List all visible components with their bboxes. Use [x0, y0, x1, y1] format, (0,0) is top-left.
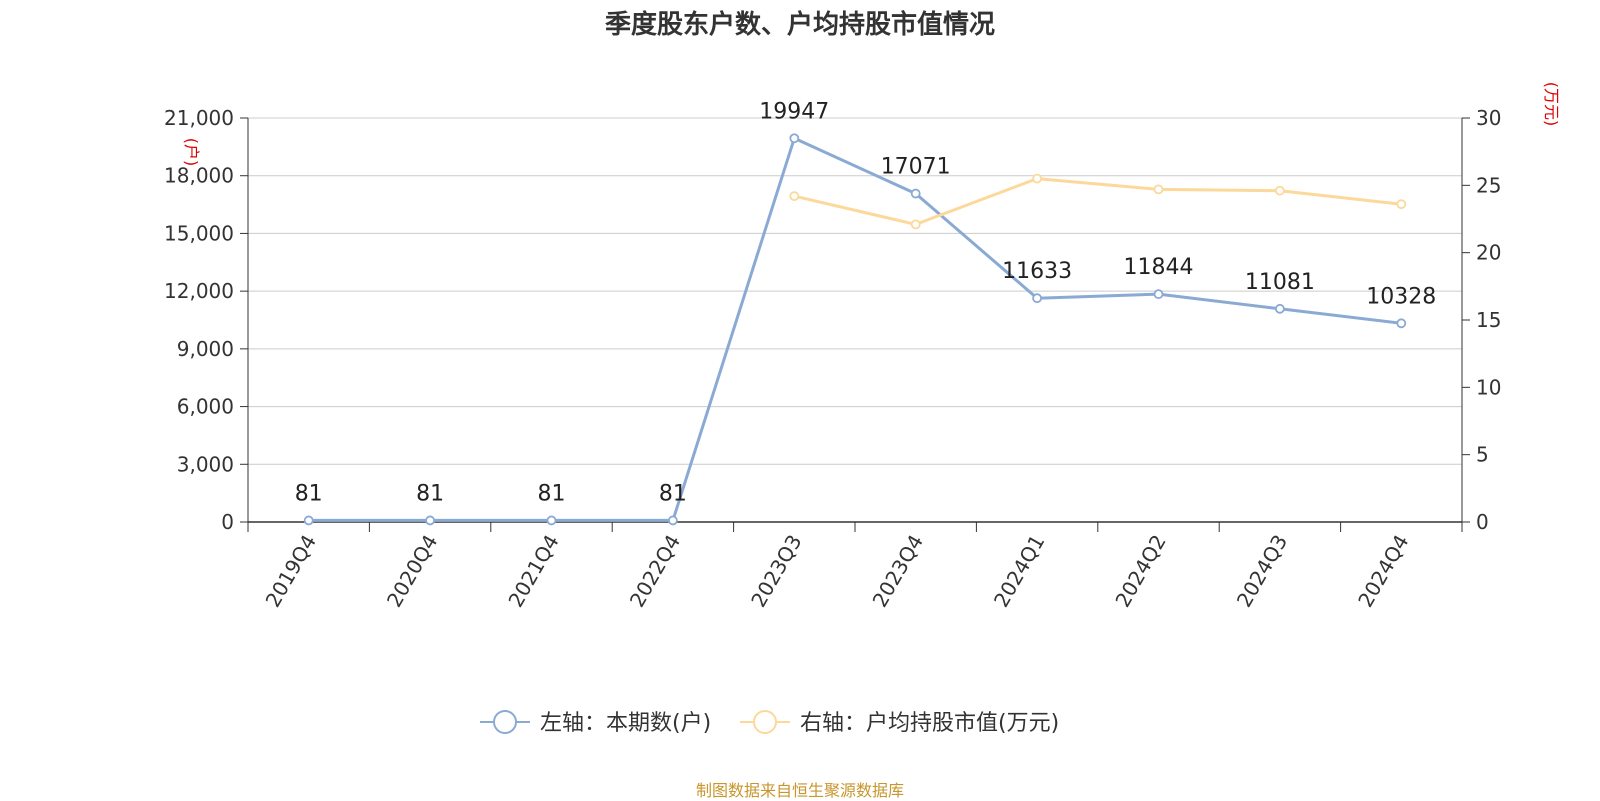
series-point-right: [789, 191, 800, 202]
axes: 0 3,000 6,000 9,000 12,000 15,000 18,000 21,000…: [164, 82, 1561, 611]
series-point-left: [1275, 303, 1285, 314]
series-line-right: [793, 177, 1402, 226]
left-axis-unit: (户): [182, 138, 201, 167]
legend-marker: [753, 710, 777, 734]
right-axis-tick-label: 25: [1476, 173, 1501, 197]
left-axis-tick-label: 21,000: [164, 106, 234, 130]
x-axis-tick-label: 2020Q4: [382, 531, 442, 612]
series-lines: [303, 133, 1407, 526]
left-axis-tick-label: 0: [221, 510, 234, 534]
series-point-left: [789, 133, 800, 144]
data-label: 11844: [1124, 255, 1194, 280]
data-label: 81: [416, 481, 444, 506]
series-point-left: [546, 515, 557, 526]
x-axis-tick-label: 2019Q4: [261, 531, 321, 612]
left-axis-tick-label: 3,000: [177, 452, 234, 476]
series-point-left: [1396, 318, 1407, 329]
legend-label: 左轴：本期数(户): [540, 711, 711, 736]
x-axis-tick-label: 2024Q1: [989, 531, 1049, 612]
series-point-right: [1396, 199, 1407, 210]
left-axis-tick-label: 12,000: [164, 279, 234, 303]
data-label: 11081: [1245, 270, 1315, 295]
series-point-right: [1153, 184, 1164, 195]
series-point-left: [303, 515, 314, 526]
data-label: 19947: [759, 99, 829, 124]
data-label: 10328: [1366, 284, 1436, 309]
left-axis-tick-label: 6,000: [177, 395, 234, 419]
legend-label: 右轴：户均持股市值(万元): [800, 711, 1059, 736]
left-axis-tick-label: 15,000: [164, 221, 234, 245]
series-point-right: [1275, 185, 1285, 196]
data-label: 81: [295, 481, 323, 506]
chart-title: 季度股东户数、户均持股市值情况: [604, 10, 995, 40]
right-axis-tick-label: 15: [1476, 308, 1501, 332]
series-point-right: [910, 219, 921, 230]
x-axis-tick-label: 2024Q4: [1353, 531, 1413, 612]
right-axis-tick-label: 0: [1476, 510, 1489, 534]
data-label: 81: [659, 481, 687, 506]
grid-lines: [248, 117, 1462, 465]
series-point-right: [1032, 173, 1042, 184]
x-axis-tick-label: 2021Q4: [503, 531, 563, 612]
data-label: 17071: [881, 155, 951, 180]
series-point-left: [668, 515, 678, 526]
right-axis-tick-label: 30: [1476, 106, 1501, 130]
series-point-left: [425, 515, 436, 526]
data-label: 81: [538, 481, 566, 506]
x-axis-tick-label: 2024Q2: [1110, 531, 1170, 612]
right-axis-tick-label: 20: [1476, 241, 1501, 265]
left-axis-tick-label: 18,000: [164, 164, 234, 188]
data-label: 11633: [1002, 259, 1072, 284]
series-line-left: [308, 136, 1402, 522]
data-labels: 81 81 81 81 19947 17071 11633 11844 11081 10328: [295, 99, 1437, 506]
legend-marker: [493, 710, 517, 734]
right-axis-tick-label: 5: [1476, 443, 1489, 467]
legend: 左轴：本期数(户) 右轴：户均持股市值(万元): [480, 710, 1059, 736]
series-point-left: [910, 188, 921, 199]
right-axis-unit: (万元): [1542, 82, 1561, 127]
x-axis-tick-label: 2023Q4: [868, 531, 928, 612]
series-point-left: [1032, 293, 1042, 304]
left-axis-tick-label: 9,000: [177, 337, 234, 361]
x-axis-tick-label: 2022Q4: [625, 531, 685, 612]
right-axis-tick-label: 10: [1476, 375, 1501, 399]
series-point-left: [1153, 289, 1164, 300]
source-note: 制图数据来自恒生聚源数据库: [695, 781, 904, 800]
x-axis-tick-label: 2023Q3: [746, 531, 806, 612]
x-axis-tick-label: 2024Q3: [1232, 531, 1292, 612]
